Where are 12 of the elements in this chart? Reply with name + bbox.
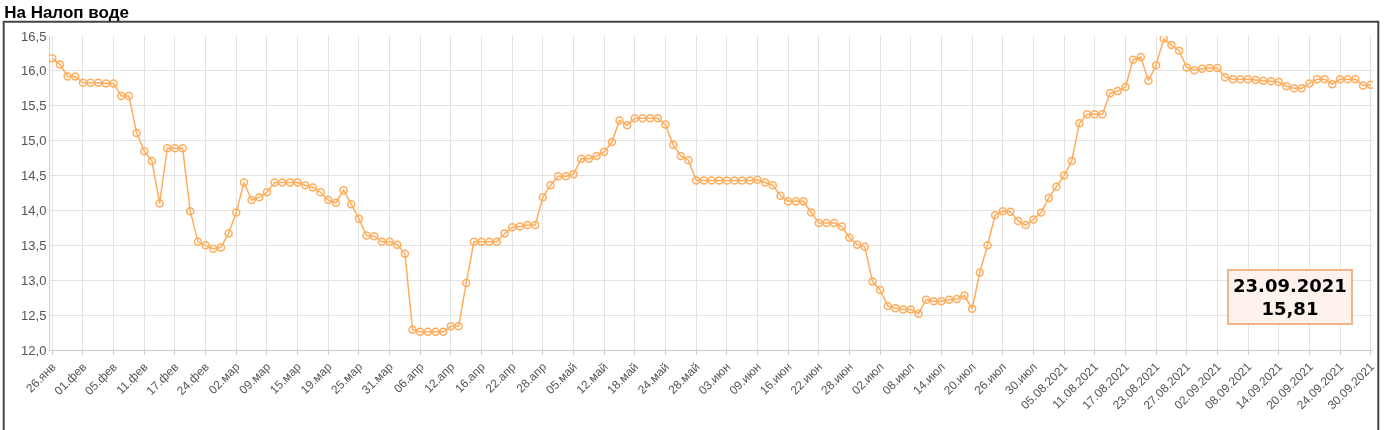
y-tick-label: 13,0 <box>21 272 47 288</box>
annotation: 23.09.2021 15,81 <box>1233 275 1347 320</box>
y-tick-label: 16,0 <box>21 63 47 79</box>
y-tick-label: 12,5 <box>21 307 47 323</box>
y-tick-label: 13,5 <box>21 237 47 253</box>
y-tick-label: 16,5 <box>21 28 47 44</box>
y-tick-label: 15,0 <box>21 133 47 149</box>
y-tick-label: 14,5 <box>21 168 47 184</box>
chart-title: На Налоп воде <box>4 3 129 23</box>
y-tick-label: 14,0 <box>21 202 47 218</box>
y-tick-label: 12,0 <box>21 342 47 358</box>
y-tick-label: 15,5 <box>21 98 47 114</box>
